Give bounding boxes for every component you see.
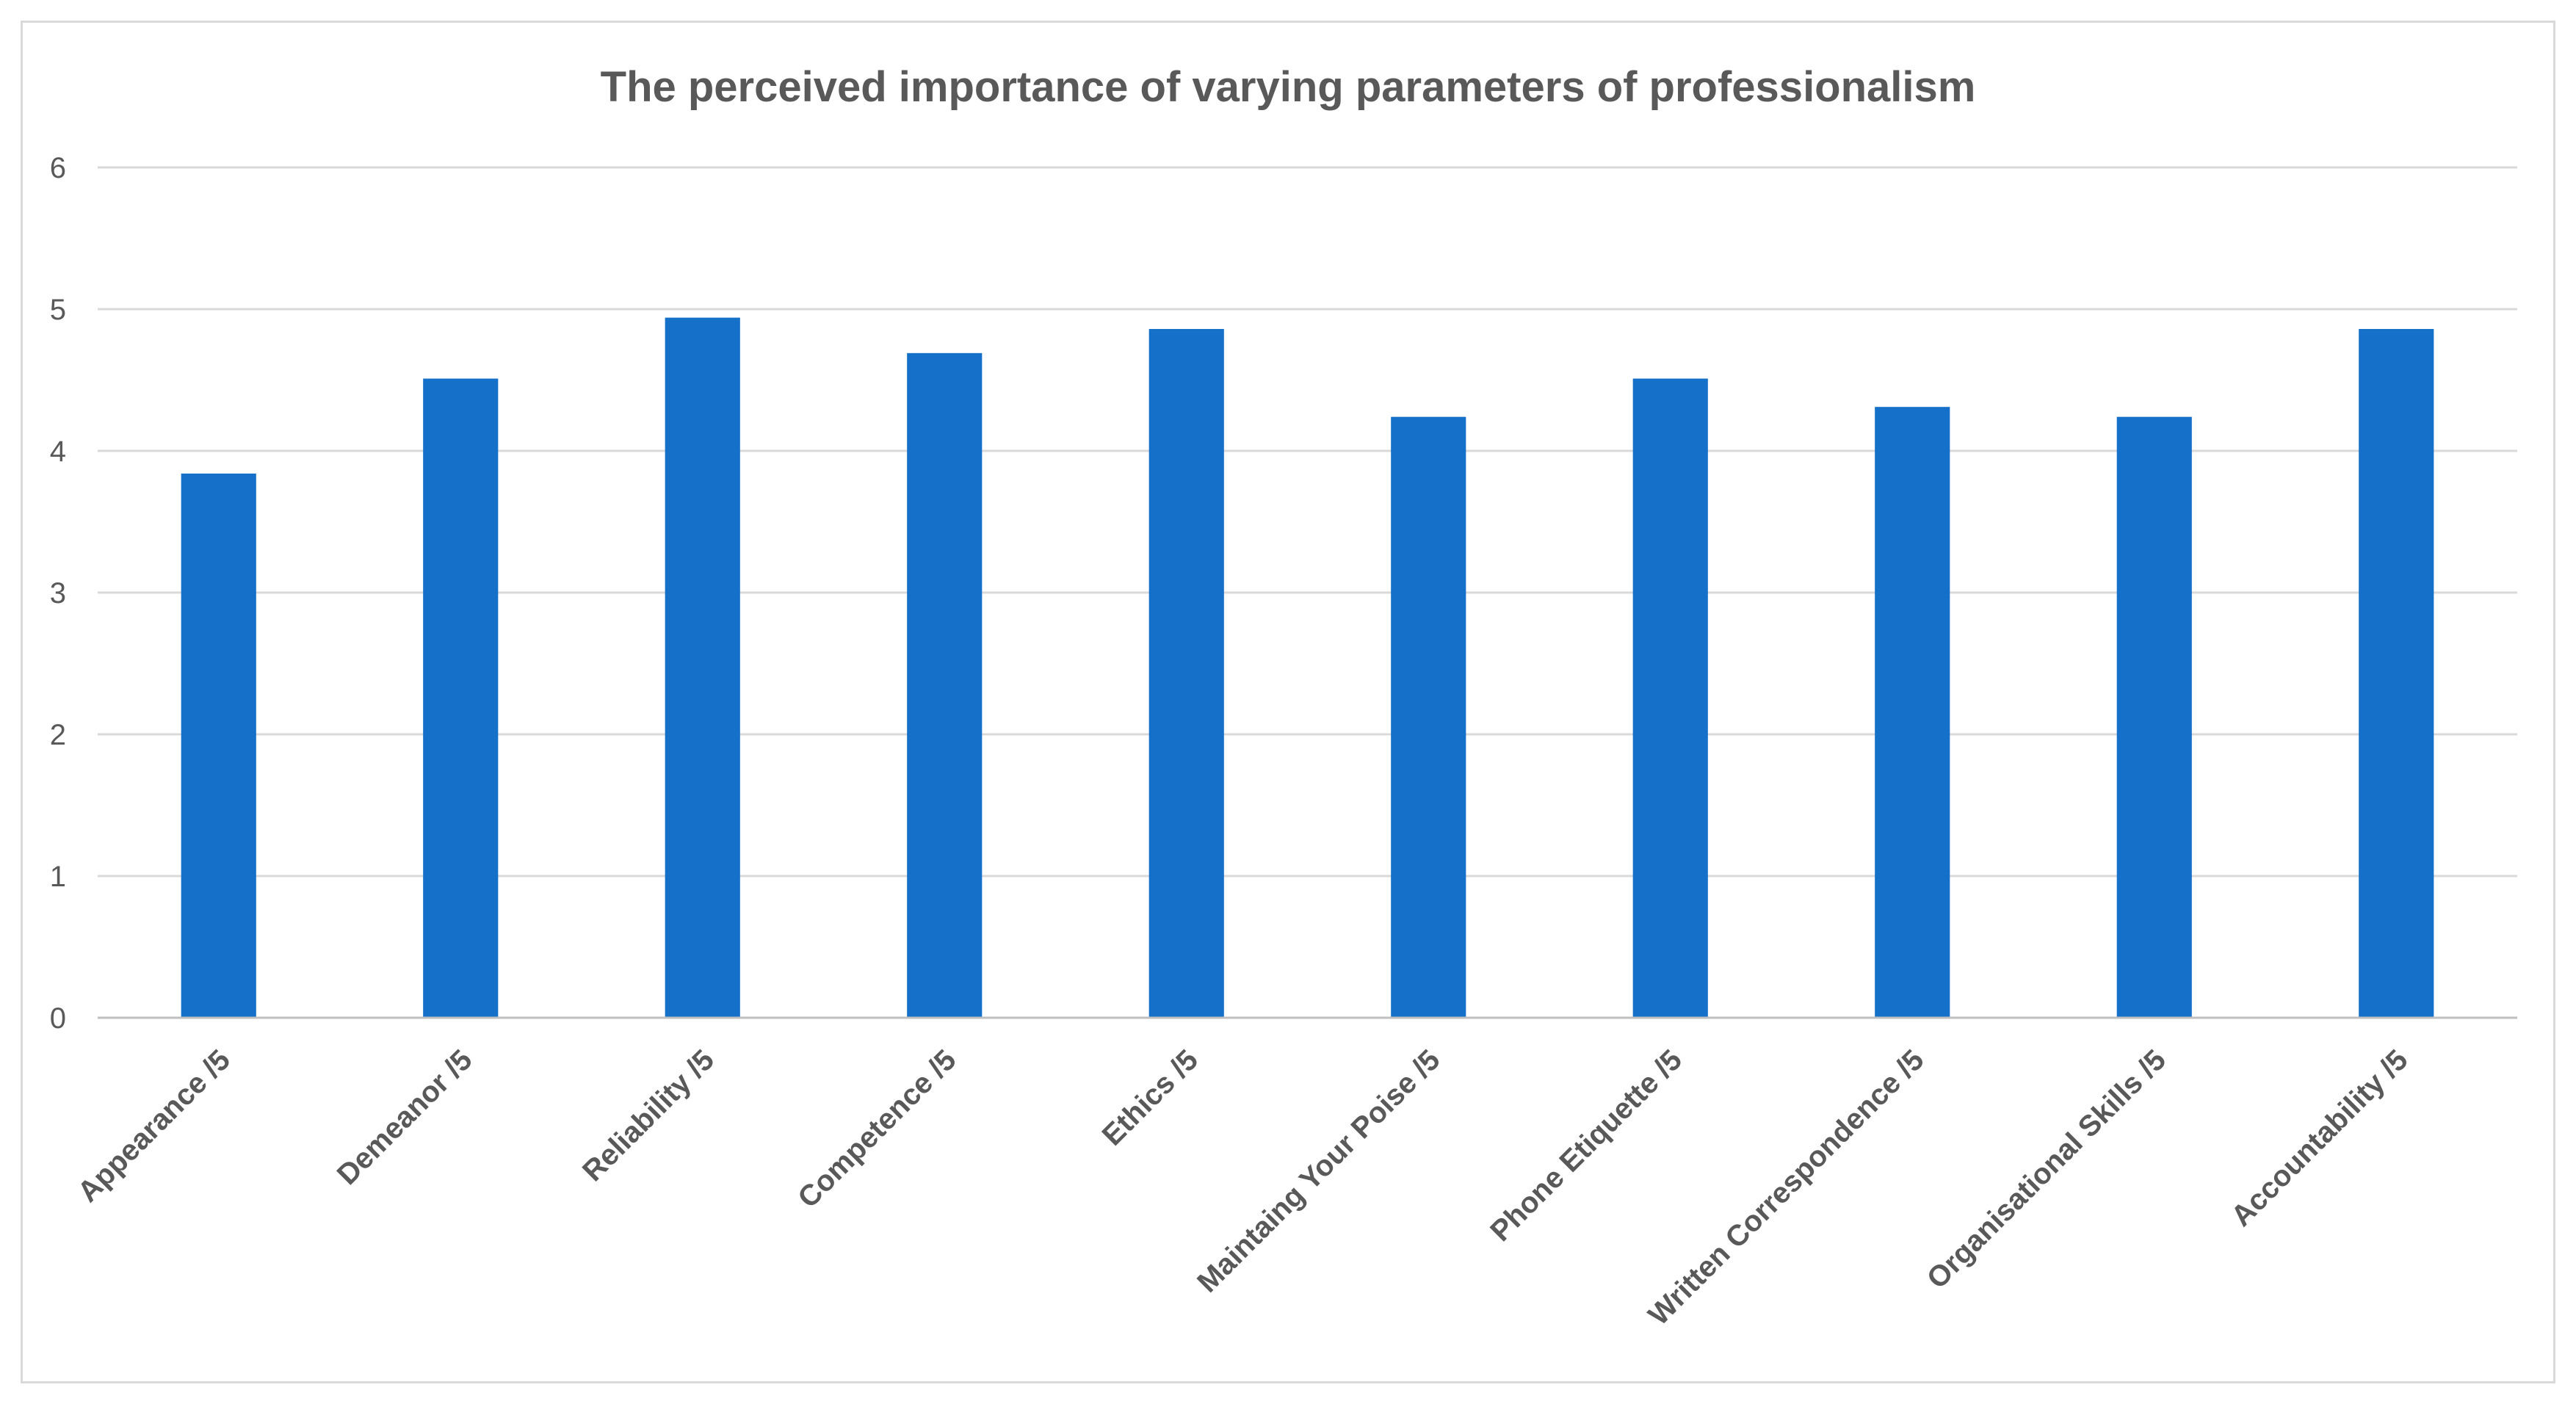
bar	[423, 378, 499, 1018]
x-category-label: Ethics /5	[1096, 1043, 1204, 1151]
bar	[2116, 416, 2192, 1018]
y-tick-label: 5	[50, 294, 66, 326]
bar	[907, 352, 983, 1018]
x-category-label: Accountability /5	[2225, 1043, 2414, 1232]
x-category-label: Demeanor /5	[331, 1043, 479, 1191]
x-category-label: Written Correspondence /5	[1643, 1043, 1931, 1331]
bar	[1391, 416, 1466, 1018]
x-category-label: Organisational Skills /5	[1921, 1043, 2172, 1295]
bar	[1148, 329, 1224, 1018]
x-category-label: Phone Etiquette /5	[1484, 1043, 1688, 1248]
y-tick-label: 1	[50, 861, 66, 893]
y-tick-label: 4	[50, 435, 66, 468]
bar	[1875, 407, 1950, 1018]
bars	[181, 317, 2434, 1018]
bar	[2359, 329, 2434, 1018]
y-tick-label: 6	[50, 152, 66, 184]
bar	[665, 317, 740, 1018]
bar	[1632, 378, 1708, 1018]
x-category-label: Maintaing Your Poise /5	[1191, 1043, 1447, 1299]
bar	[181, 473, 256, 1018]
x-category-label: Competence /5	[792, 1043, 962, 1214]
x-category-label: Appearance /5	[72, 1043, 236, 1208]
x-category-label: Reliability /5	[576, 1043, 720, 1187]
y-tick-label: 2	[50, 719, 66, 751]
chart-title: The perceived importance of varying para…	[601, 63, 1976, 111]
x-axis-category-labels: Appearance /5 Demeanor /5 Reliability /5 Co…	[72, 1043, 2414, 1331]
y-tick-label: 3	[50, 577, 66, 609]
gridlines	[98, 166, 2517, 877]
y-tick-label: 0	[50, 1002, 66, 1035]
y-axis-tick-labels: 0 1 2 3 4 5 6	[50, 152, 66, 1035]
